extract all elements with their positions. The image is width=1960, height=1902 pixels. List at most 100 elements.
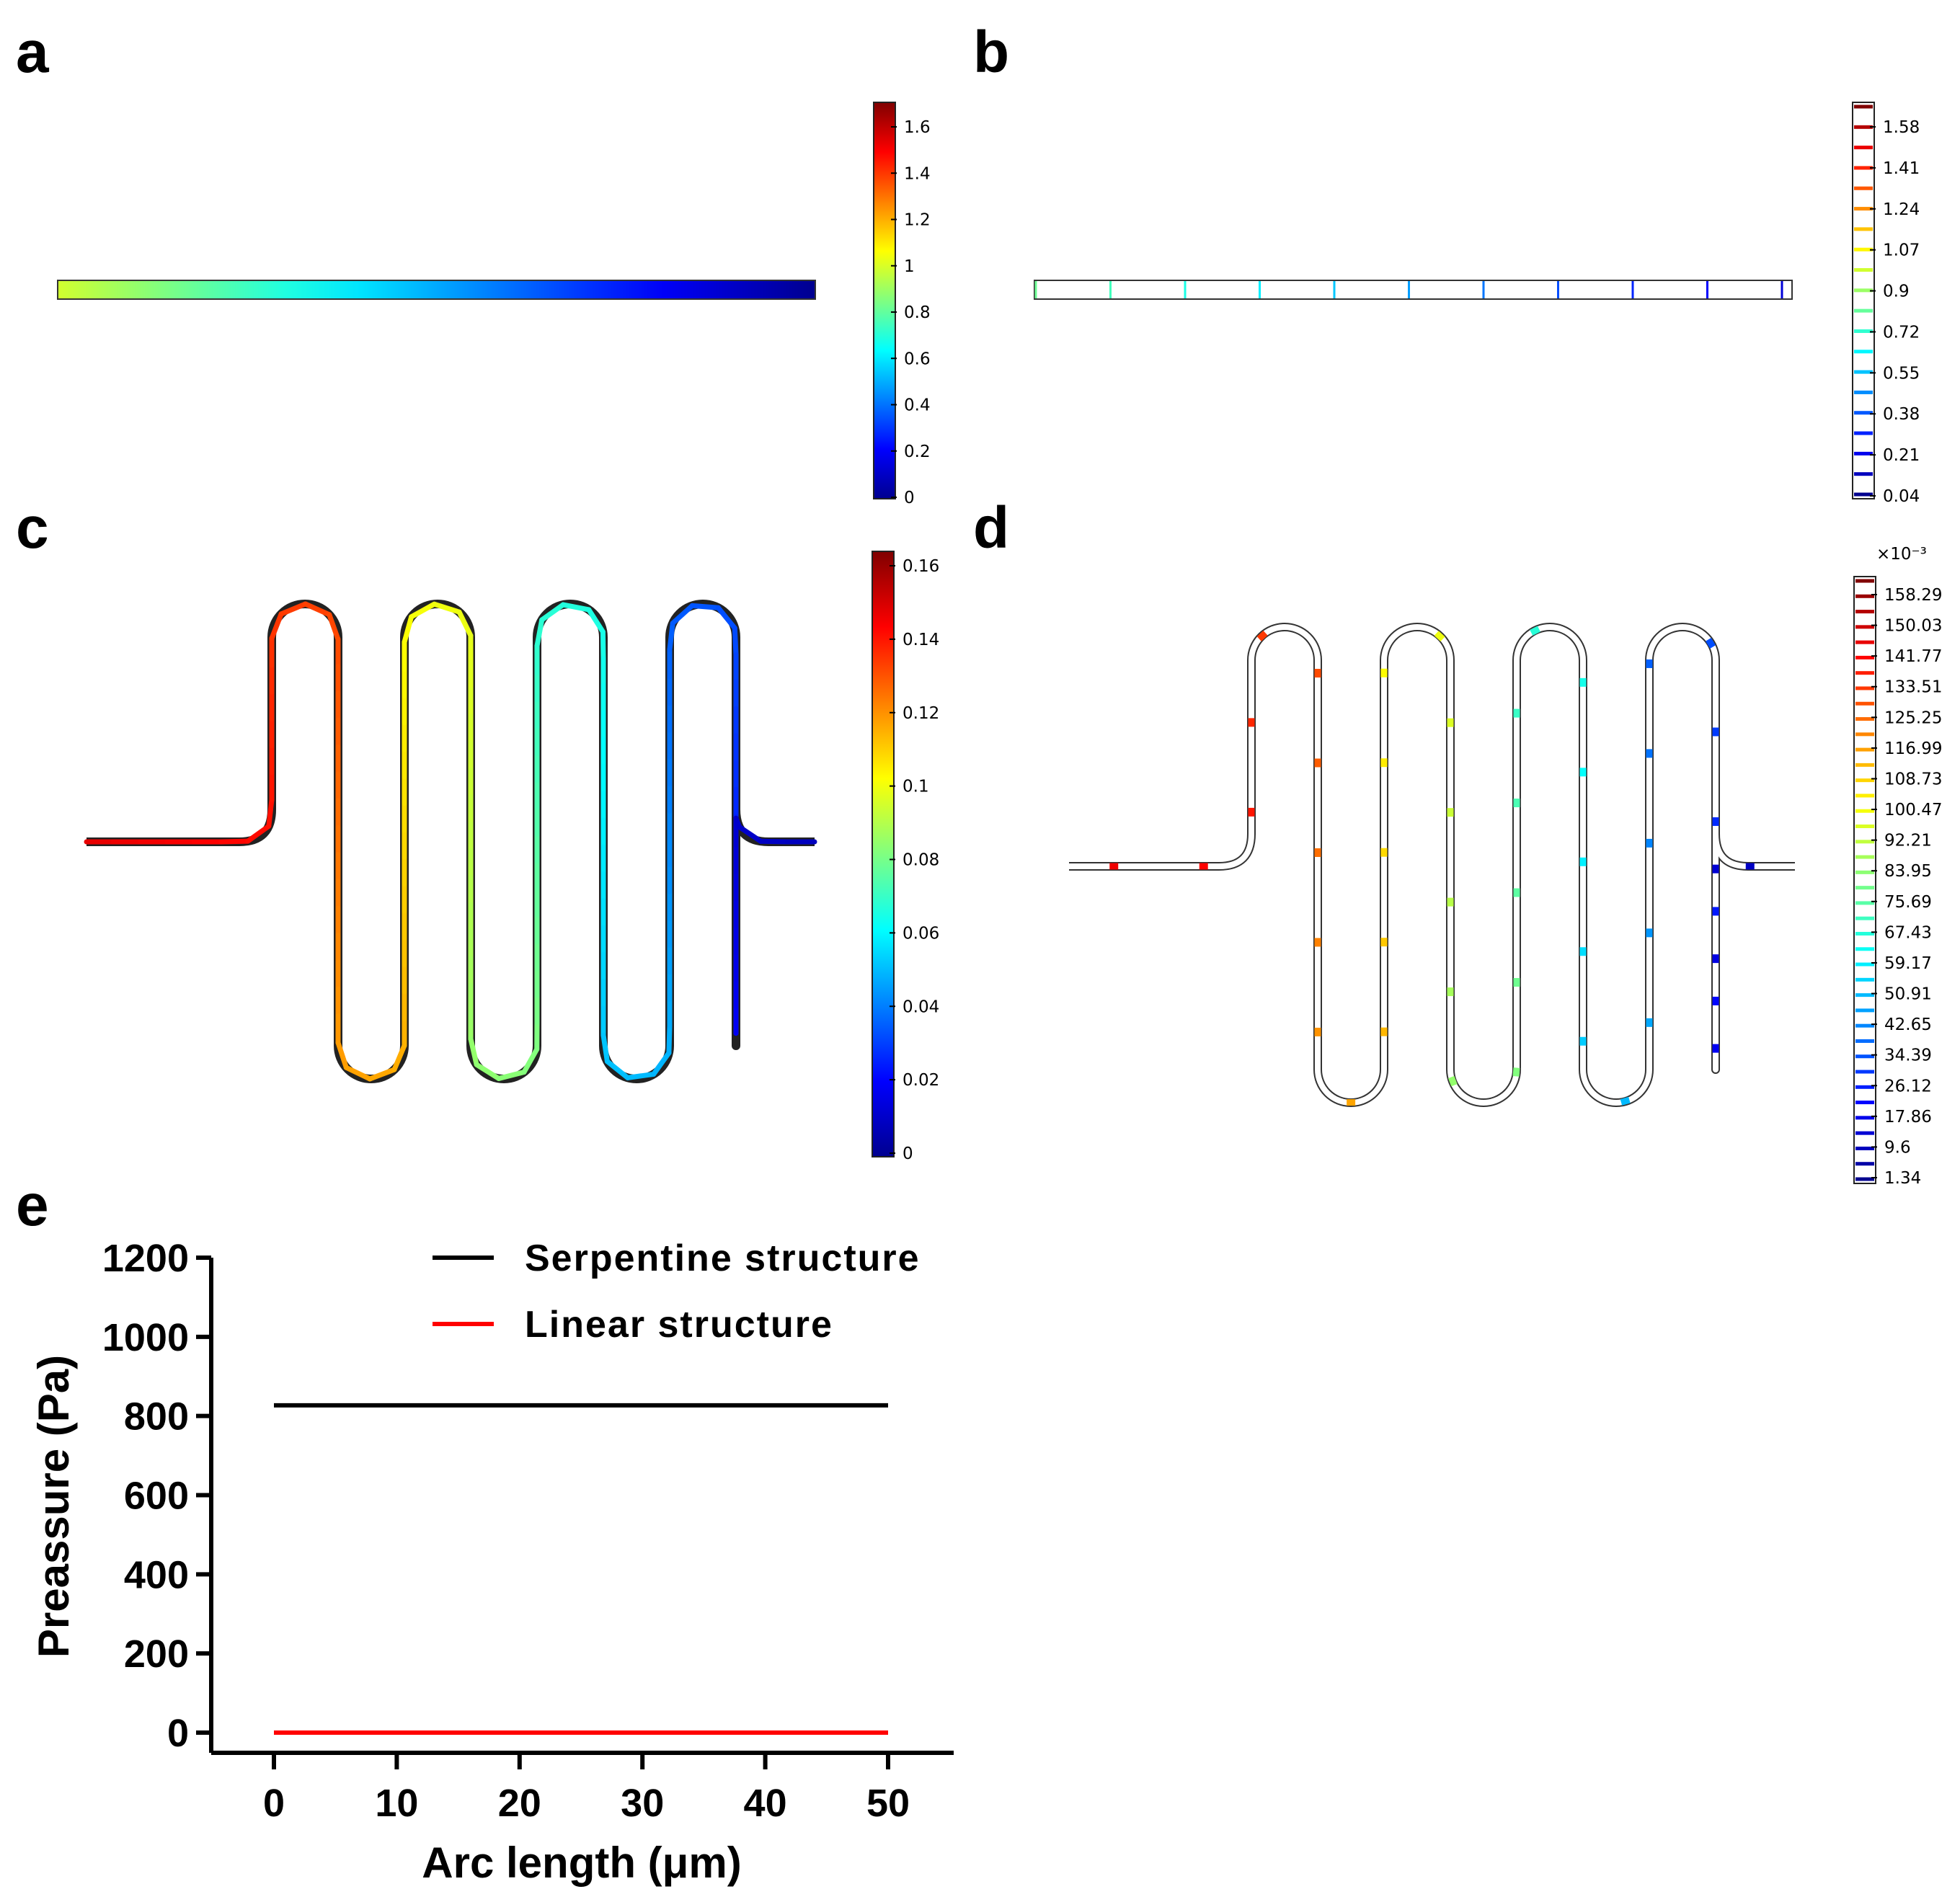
x-axis-ticks: 0 10 20 30 40 50 xyxy=(263,1753,910,1825)
y-tick-label: 800 xyxy=(124,1395,189,1439)
colorbar-stripe xyxy=(1855,625,1874,629)
serpentine-segment-c xyxy=(391,1043,407,1072)
serpentine-segment-c xyxy=(474,1062,502,1081)
colorbar-stripe xyxy=(1855,886,1874,890)
serpentine-segment-c xyxy=(367,1067,397,1082)
serpentine-segment-c xyxy=(409,601,437,620)
colorbar-tick-label: 133.51 xyxy=(1884,678,1942,697)
colorbar-stripe xyxy=(1855,594,1874,598)
serpentine-segment-c xyxy=(600,1032,610,1065)
colorbar-tick-label: 1.41 xyxy=(1883,159,1920,178)
colorbar-tick-label: 17.86 xyxy=(1884,1108,1932,1126)
panel-label-a: a xyxy=(16,19,50,85)
y-tick-label: 400 xyxy=(124,1553,189,1596)
colorbar-tick-label: 83.95 xyxy=(1884,862,1932,881)
colorbar-stripe xyxy=(1855,1070,1874,1074)
colorbar-stripe xyxy=(1854,492,1873,497)
x-tick-label: 50 xyxy=(866,1782,910,1825)
serpentine-contour-mark-d xyxy=(1256,631,1268,641)
colorbar-stripe xyxy=(1854,268,1873,272)
serpentine-segment-c xyxy=(402,614,414,645)
colorbar-stripe xyxy=(1855,1177,1874,1181)
serpentine-channel-contour xyxy=(1069,623,1795,1107)
serpentine-contour-mark-d xyxy=(1620,1096,1631,1106)
colorbar-tick-label: 150.03 xyxy=(1884,617,1942,636)
colorbar-tick-label: 0.9 xyxy=(1883,283,1910,301)
colorbar-stripe xyxy=(1854,411,1873,415)
colorbar-tick-label: 0.8 xyxy=(904,303,931,322)
panel-label-e: e xyxy=(16,1173,49,1238)
serpentine-segment-c xyxy=(737,824,763,844)
serpentine-segment-c xyxy=(327,612,341,642)
colorbar-stripe xyxy=(1855,1039,1874,1043)
colorbar-tick-label: 1.2 xyxy=(904,211,931,230)
serpentine-segment-c xyxy=(218,838,251,845)
serpentine-segment-c xyxy=(670,603,695,626)
colorbar-tick-label: 75.69 xyxy=(1884,893,1932,912)
serpentine-segment-c xyxy=(278,601,309,617)
linear-channel-velocity-map xyxy=(57,280,816,300)
serpentine-segment-c xyxy=(651,1050,672,1077)
serpentine-segment-c xyxy=(586,607,606,635)
panel-a: 1.6 1.4 1.2 1 0.8 0.6 0.4 0.2 0 xyxy=(57,102,931,507)
colorbar-tick-label: 0.6 xyxy=(904,350,931,368)
serpentine-segment-c xyxy=(666,1023,673,1056)
colorbar-stripe xyxy=(1854,350,1873,354)
colorbar-stripe xyxy=(1855,701,1874,706)
colorbar-tick-label: 1.34 xyxy=(1884,1169,1921,1188)
colorbar-tick-label: 100.47 xyxy=(1884,801,1942,819)
colorbar-stripe xyxy=(1854,370,1873,374)
x-tick-label: 0 xyxy=(263,1782,285,1825)
colorbar-tick-label: 1.6 xyxy=(904,118,931,137)
colorbar-stripe xyxy=(1854,390,1873,394)
colorbar-stripe xyxy=(1854,207,1873,211)
colorbar-tick-label: 42.65 xyxy=(1884,1016,1932,1034)
colorbar-stripe xyxy=(1855,778,1874,783)
serpentine-segment-c xyxy=(625,1071,657,1080)
colorbar-stripe xyxy=(1855,916,1874,920)
colorbar-stripe xyxy=(1854,125,1873,129)
colorbar-stripe xyxy=(1855,962,1874,966)
serpentine-segment-c xyxy=(715,605,737,631)
colorbar-stripe xyxy=(1855,1054,1874,1059)
serpentine-segment-c xyxy=(468,1036,479,1067)
panel-label-c: c xyxy=(16,495,49,561)
colorbar-a-ticks: 1.6 1.4 1.2 1 0.8 0.6 0.4 0.2 0 xyxy=(891,118,931,507)
colorbar-tick-label: 108.73 xyxy=(1884,770,1942,788)
colorbar-d-ticks: 158.29 150.03 141.77 133.51 125.25 116.99 108.… xyxy=(1871,586,1942,1188)
colorbar-tick-label: 92.21 xyxy=(1884,832,1932,850)
colorbar-b xyxy=(1852,102,1875,499)
colorbar-stripe xyxy=(1854,472,1873,476)
serpentine-segment-c xyxy=(689,603,721,610)
colorbar-stripe xyxy=(1855,931,1874,936)
colorbar-tick-label: 0.02 xyxy=(903,1071,939,1090)
x-tick-label: 20 xyxy=(498,1782,541,1825)
colorbar-tick-label: 34.39 xyxy=(1884,1046,1932,1065)
colorbar-stripe xyxy=(1855,870,1874,874)
colorbar-stripe xyxy=(1854,186,1873,190)
legend: Serpentine structure Linear structure xyxy=(433,1237,919,1346)
colorbar-tick-label: 0.08 xyxy=(903,851,939,870)
colorbar-stripe xyxy=(1855,840,1874,844)
colorbar-tick-label: 0.1 xyxy=(903,778,929,796)
serpentine-segment-c xyxy=(758,838,791,845)
x-axis-label: Arc length (μm) xyxy=(422,1839,741,1887)
colorbar-stripe xyxy=(1855,993,1874,997)
colorbar-stripe xyxy=(1855,855,1874,859)
colorbar-d-stripes xyxy=(1855,579,1874,1181)
serpentine-segment-c xyxy=(667,621,675,652)
colorbar-tick-label: 116.99 xyxy=(1884,739,1942,758)
serpentine-segment-c xyxy=(521,1046,540,1075)
colorbar-stripe xyxy=(1855,1101,1874,1105)
colorbar-stripe xyxy=(1854,431,1873,435)
serpentine-segment-c xyxy=(732,625,739,658)
colorbar-stripe xyxy=(1855,686,1874,690)
serpentine-contour-mark-d xyxy=(1706,637,1716,649)
colorbar-tick-label: 0.14 xyxy=(903,631,939,649)
colorbar-stripe xyxy=(1855,640,1874,644)
colorbar-tick-label: 1 xyxy=(904,257,915,276)
colorbar-tick-label: 1.24 xyxy=(1883,200,1920,219)
serpentine-segment-c xyxy=(539,602,566,623)
colorbar-stripe xyxy=(1855,732,1874,737)
